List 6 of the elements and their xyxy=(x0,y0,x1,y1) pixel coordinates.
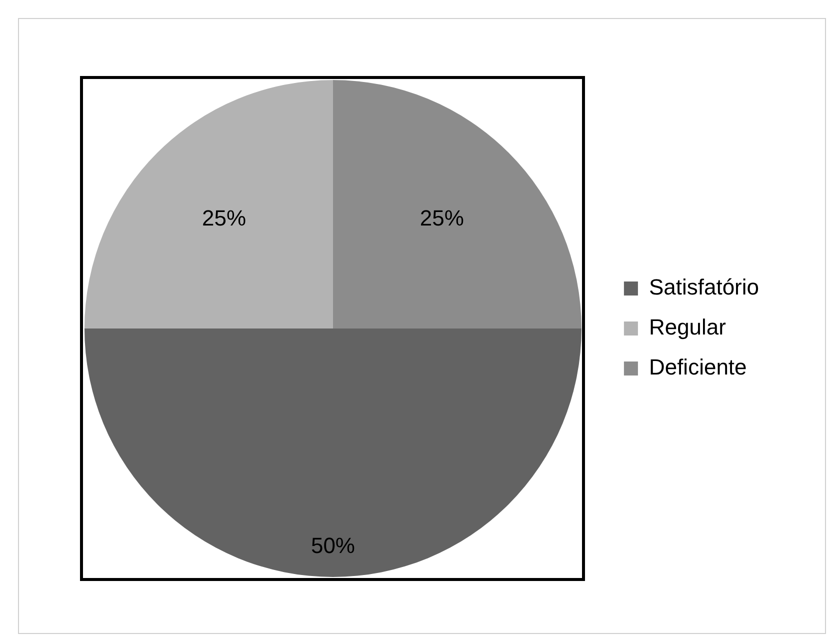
data-label: 25% xyxy=(202,206,246,231)
legend-label: Deficiente xyxy=(648,354,747,380)
data-label: 50% xyxy=(310,533,355,558)
legend-label: Satisfatório xyxy=(648,274,760,300)
data-label: 25% xyxy=(420,206,464,231)
legend-label: Regular xyxy=(648,314,726,340)
